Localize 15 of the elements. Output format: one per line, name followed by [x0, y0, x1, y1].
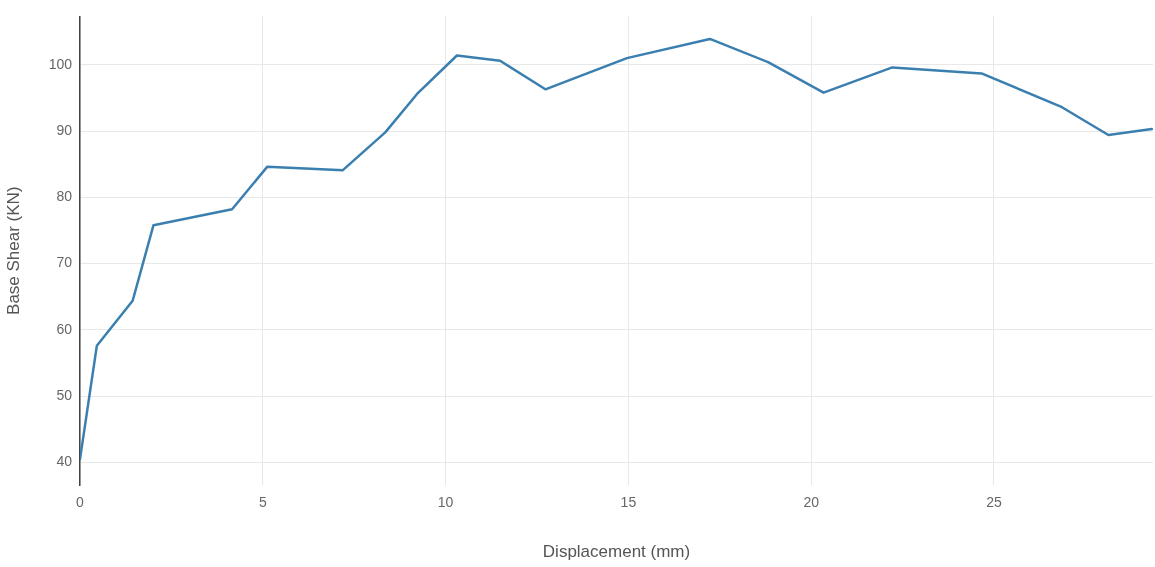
- x-axis-title: Displacement (mm): [542, 542, 691, 562]
- x-tick-label: 20: [803, 494, 820, 511]
- x-tick-label: 15: [620, 494, 637, 511]
- y-axis-title: Base Shear (KN): [3, 186, 23, 315]
- y-tick-label: 60: [56, 320, 73, 337]
- x-tick-label: 10: [437, 494, 454, 511]
- y-tick-label: 100: [48, 55, 73, 72]
- y-tick-label: 50: [56, 387, 73, 404]
- x-tick-label: 25: [986, 494, 1002, 511]
- y-tick-label: 90: [56, 121, 73, 138]
- y-tick-label: 80: [56, 188, 73, 205]
- y-tick-label: 70: [56, 254, 73, 271]
- x-tick-label: 5: [258, 494, 267, 511]
- y-tick-label: 40: [56, 453, 73, 470]
- x-tick-label: 0: [76, 494, 85, 511]
